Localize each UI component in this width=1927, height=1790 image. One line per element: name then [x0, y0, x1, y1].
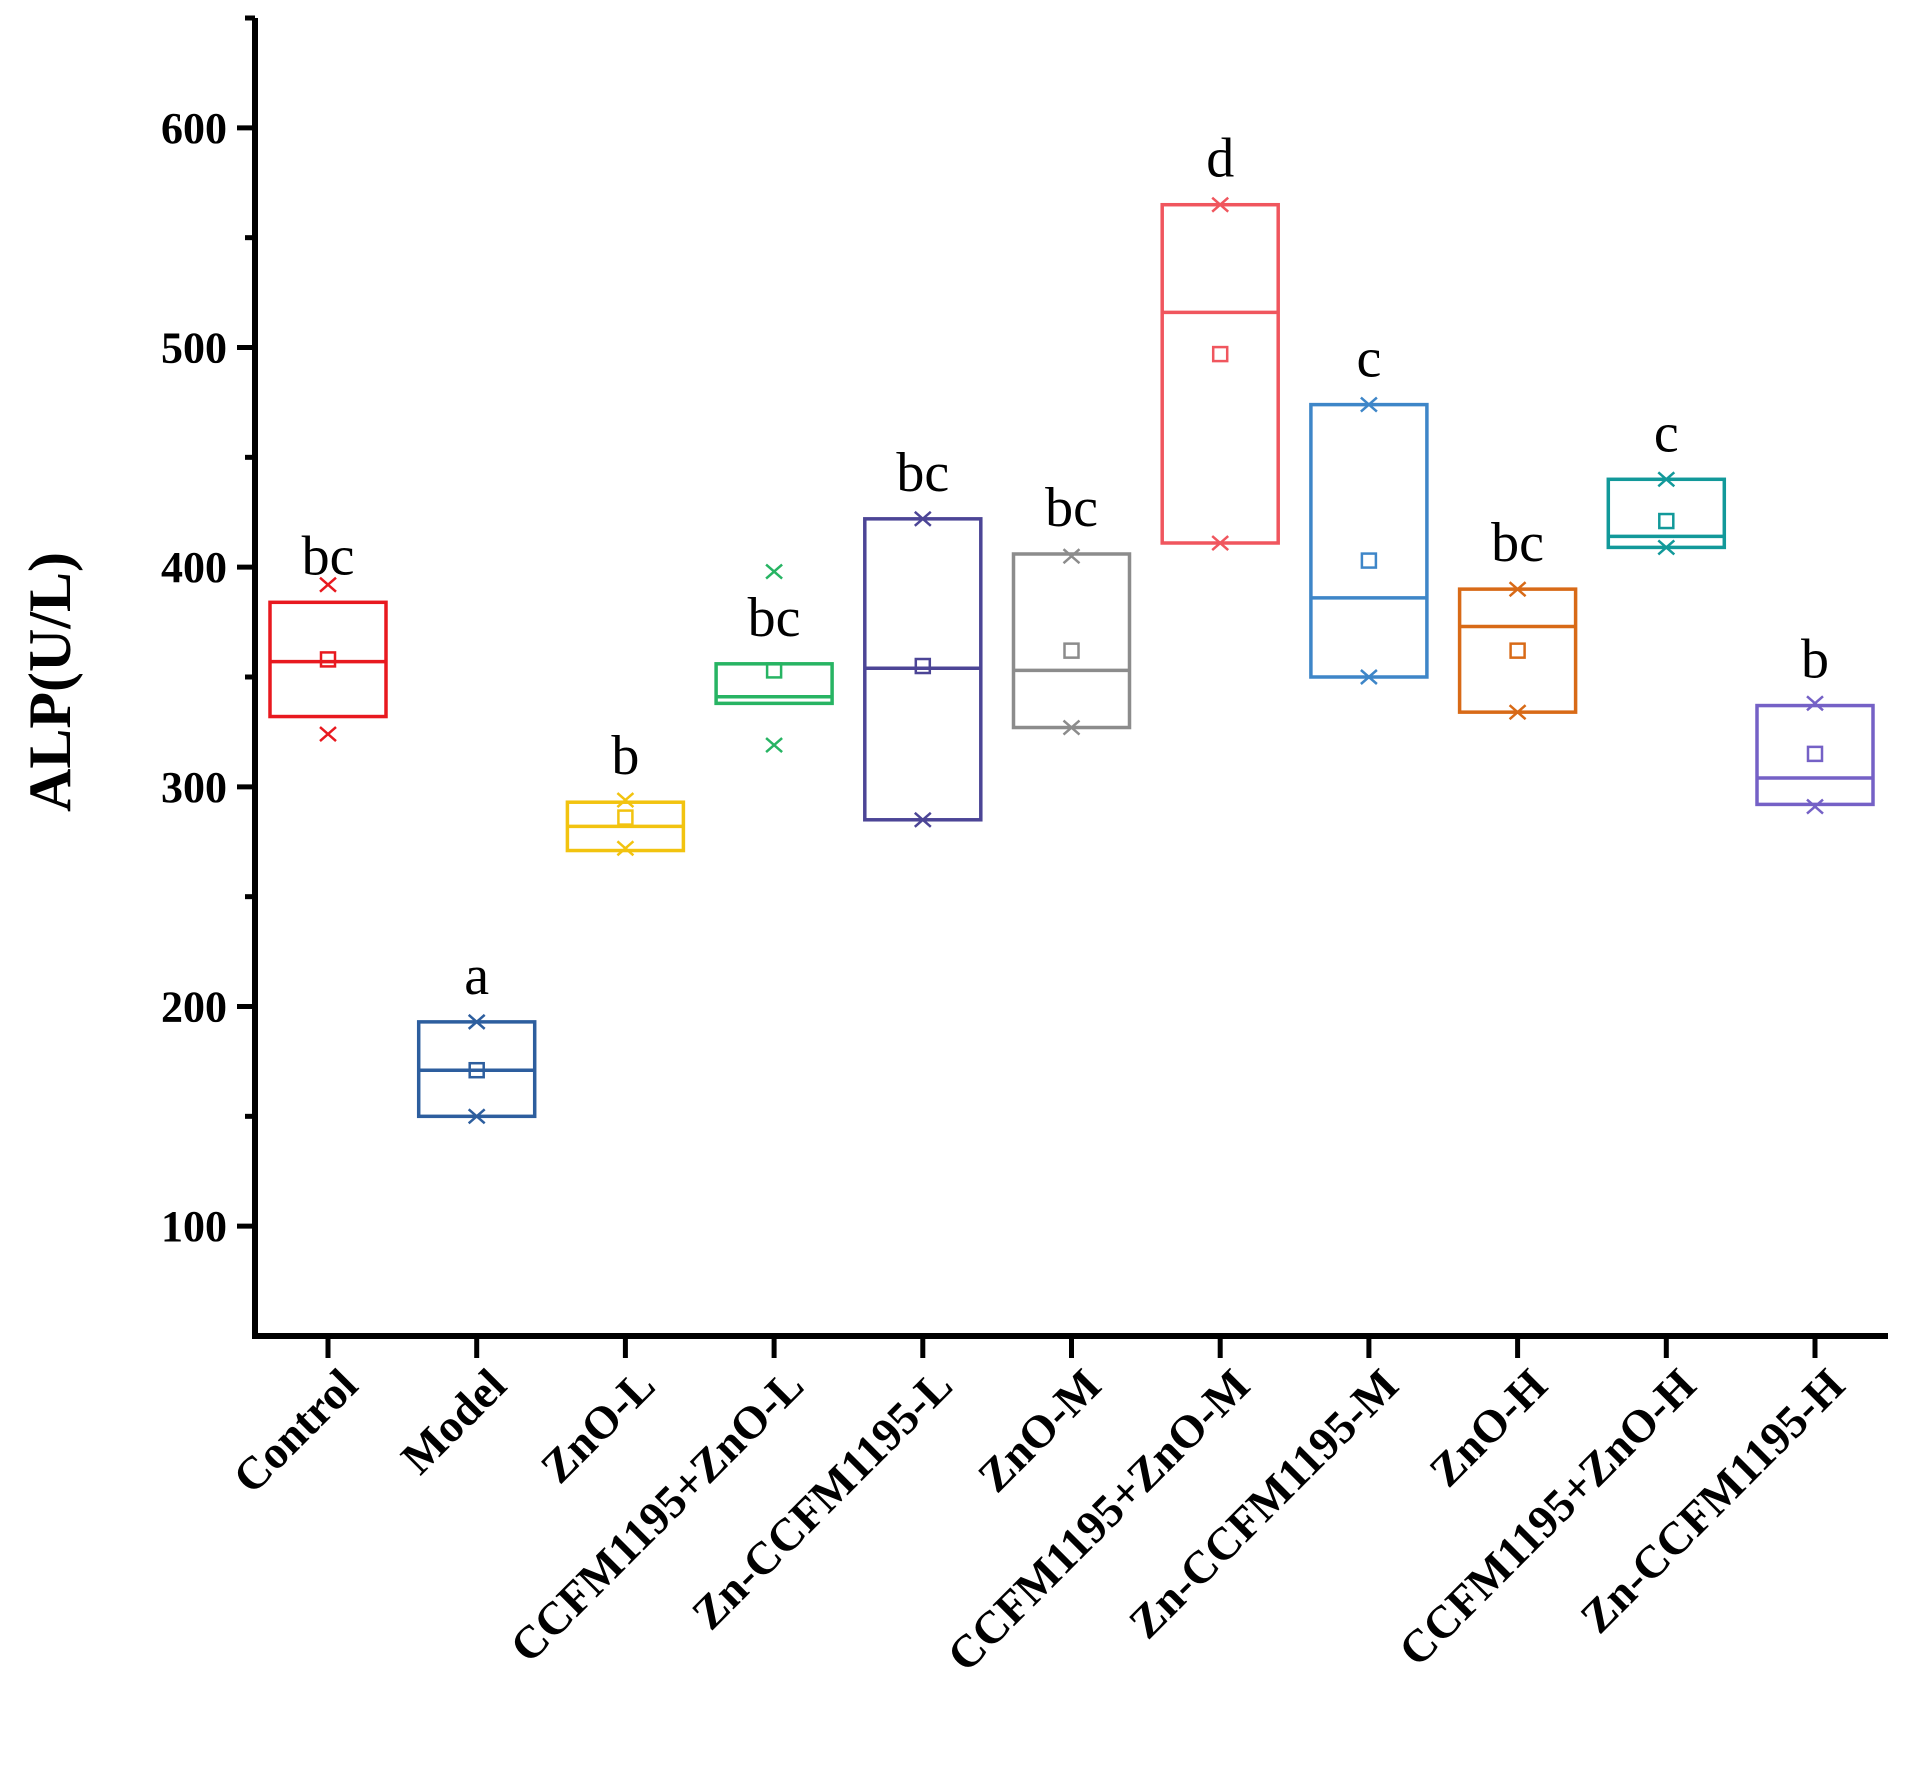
box-group: a — [416, 945, 537, 1125]
box-group: b — [565, 725, 686, 857]
box-group: b — [1755, 629, 1875, 815]
mean-marker — [468, 1061, 485, 1079]
box-group: c — [1606, 402, 1727, 556]
x-tick-label: Zn-CCFM1195-H — [1570, 1359, 1854, 1643]
significance-label: bc — [1491, 512, 1544, 574]
max-marker — [616, 792, 635, 808]
mean-marker — [1658, 512, 1675, 530]
max-marker — [913, 510, 932, 527]
min-marker — [1657, 539, 1676, 556]
significance-label: d — [1206, 128, 1234, 190]
box — [1457, 587, 1578, 714]
box-group: d — [1160, 128, 1280, 551]
min-marker — [1211, 535, 1230, 551]
x-tick-label: ZnO-L — [531, 1359, 665, 1493]
min-marker — [467, 1108, 486, 1125]
max-marker — [1657, 471, 1676, 488]
significance-label: a — [464, 945, 489, 1007]
mean-marker — [1063, 642, 1080, 659]
y-axis-title: ALP(U/L) — [17, 552, 83, 812]
mean-marker — [1211, 345, 1229, 363]
mean-marker — [765, 662, 783, 679]
x-tick-label: ZnO-H — [1419, 1359, 1556, 1496]
x-tick-label: Model — [391, 1359, 516, 1484]
box-group: bc — [1011, 477, 1132, 736]
max-marker — [319, 576, 337, 593]
min-marker — [319, 726, 337, 743]
chart-marks: bc a b bc bc bc d c bc c b — [268, 128, 1875, 1125]
significance-label: bc — [896, 442, 949, 504]
y-tick-label: 400 — [161, 543, 227, 592]
mean-marker — [1509, 642, 1526, 659]
max-marker — [1360, 396, 1378, 413]
min-marker — [1062, 719, 1081, 736]
min-marker — [616, 840, 635, 857]
significance-label: bc — [302, 525, 355, 587]
box-group: bc — [1457, 512, 1578, 721]
significance-label: c — [1654, 402, 1679, 464]
max-marker — [1211, 196, 1230, 213]
max-marker — [1806, 695, 1824, 712]
significance-label: b — [611, 725, 639, 787]
box — [1755, 703, 1875, 807]
box-group: bc — [863, 442, 983, 828]
mean-marker — [914, 657, 932, 675]
box — [1309, 402, 1429, 679]
max-marker — [1062, 548, 1081, 565]
y-tick-label: 500 — [161, 324, 227, 373]
significance-label: b — [1801, 629, 1829, 691]
mean-marker — [1806, 745, 1824, 763]
min-marker — [765, 737, 783, 754]
max-marker — [765, 563, 783, 580]
min-marker — [1360, 669, 1378, 685]
min-marker — [1806, 798, 1824, 815]
x-tick-label: ZnO-M — [968, 1359, 1111, 1502]
y-tick-label: 300 — [161, 763, 227, 812]
x-tick-label: CCFM1195+ZnO-H — [1389, 1359, 1706, 1676]
max-marker — [1508, 581, 1527, 598]
significance-label: bc — [748, 587, 801, 649]
box — [268, 600, 388, 719]
y-tick-label: 600 — [161, 104, 227, 153]
box — [1011, 552, 1132, 730]
significance-label: bc — [1045, 477, 1098, 539]
mean-marker — [1360, 552, 1378, 569]
mean-marker — [617, 809, 634, 826]
x-tick-label: Zn-CCFM1195-L — [682, 1359, 962, 1639]
y-tick-label: 200 — [161, 983, 227, 1032]
mean-marker — [319, 651, 337, 668]
x-tick-label: Zn-CCFM1195-M — [1119, 1359, 1408, 1648]
min-marker — [1508, 704, 1527, 721]
box-group: bc — [268, 525, 388, 743]
x-tick-label: CCFM1195+ZnO-L — [500, 1359, 813, 1672]
max-marker — [467, 1013, 486, 1030]
min-marker — [913, 811, 932, 828]
box-group: c — [1309, 328, 1429, 685]
box-group: bc — [714, 563, 834, 754]
x-tick-label: Control — [223, 1359, 367, 1503]
box — [1160, 202, 1280, 545]
significance-label: c — [1356, 328, 1381, 390]
y-tick-label: 100 — [161, 1202, 227, 1251]
